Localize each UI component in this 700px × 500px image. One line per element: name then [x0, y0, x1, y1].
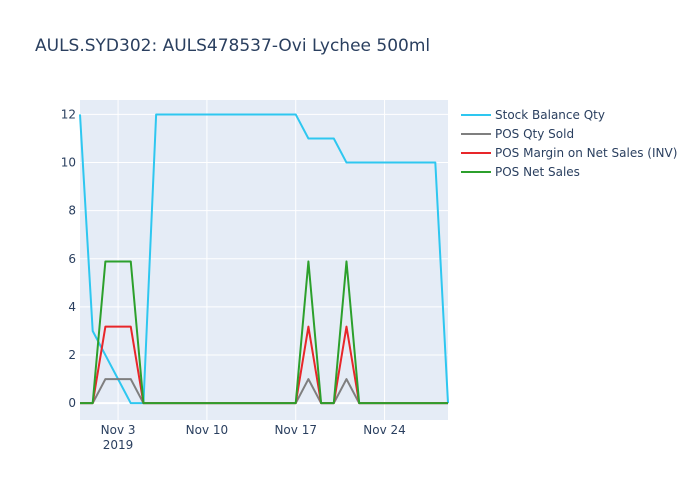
- y-tick-label: 12: [61, 107, 76, 121]
- x-tick-label: Nov 17: [274, 423, 317, 437]
- series-line-4[interactable]: [80, 260, 448, 405]
- y-tick-label: 0: [68, 396, 76, 410]
- y-tick-label: 4: [68, 300, 76, 314]
- y-axis: 0 2 4 6 8 10 12: [61, 107, 76, 410]
- legend-label: POS Net Sales: [495, 165, 580, 179]
- legend-item[interactable]: Stock Balance Qty: [461, 108, 605, 122]
- legend-item[interactable]: POS Net Sales: [461, 165, 580, 179]
- x-tick-label: Nov 10: [186, 423, 229, 437]
- y-tick-label: 10: [61, 156, 76, 170]
- y-tick-label: 2: [68, 348, 76, 362]
- y-tick-label: 6: [68, 252, 76, 266]
- series-line-1[interactable]: [79, 113, 449, 405]
- series-lines: [79, 113, 449, 405]
- chart-title: AULS.SYD302: AULS478537-Ovi Lychee 500ml: [35, 36, 430, 56]
- legend: Stock Balance Qty POS Qty Sold POS Margin …: [461, 108, 677, 179]
- legend-item[interactable]: POS Qty Sold: [461, 127, 574, 141]
- grid-lines: [80, 100, 448, 420]
- legend-item[interactable]: POS Margin on Net Sales (INV): [461, 146, 677, 160]
- legend-label: Stock Balance Qty: [495, 108, 605, 122]
- x-tick-label: Nov 3: [101, 423, 136, 437]
- legend-label: POS Margin on Net Sales (INV): [495, 146, 677, 160]
- legend-label: POS Qty Sold: [495, 127, 574, 141]
- plot-area[interactable]: [80, 100, 448, 420]
- x-tick-sublabel: 2019: [103, 438, 134, 452]
- x-tick-label: Nov 24: [363, 423, 406, 437]
- y-tick-label: 8: [68, 204, 76, 218]
